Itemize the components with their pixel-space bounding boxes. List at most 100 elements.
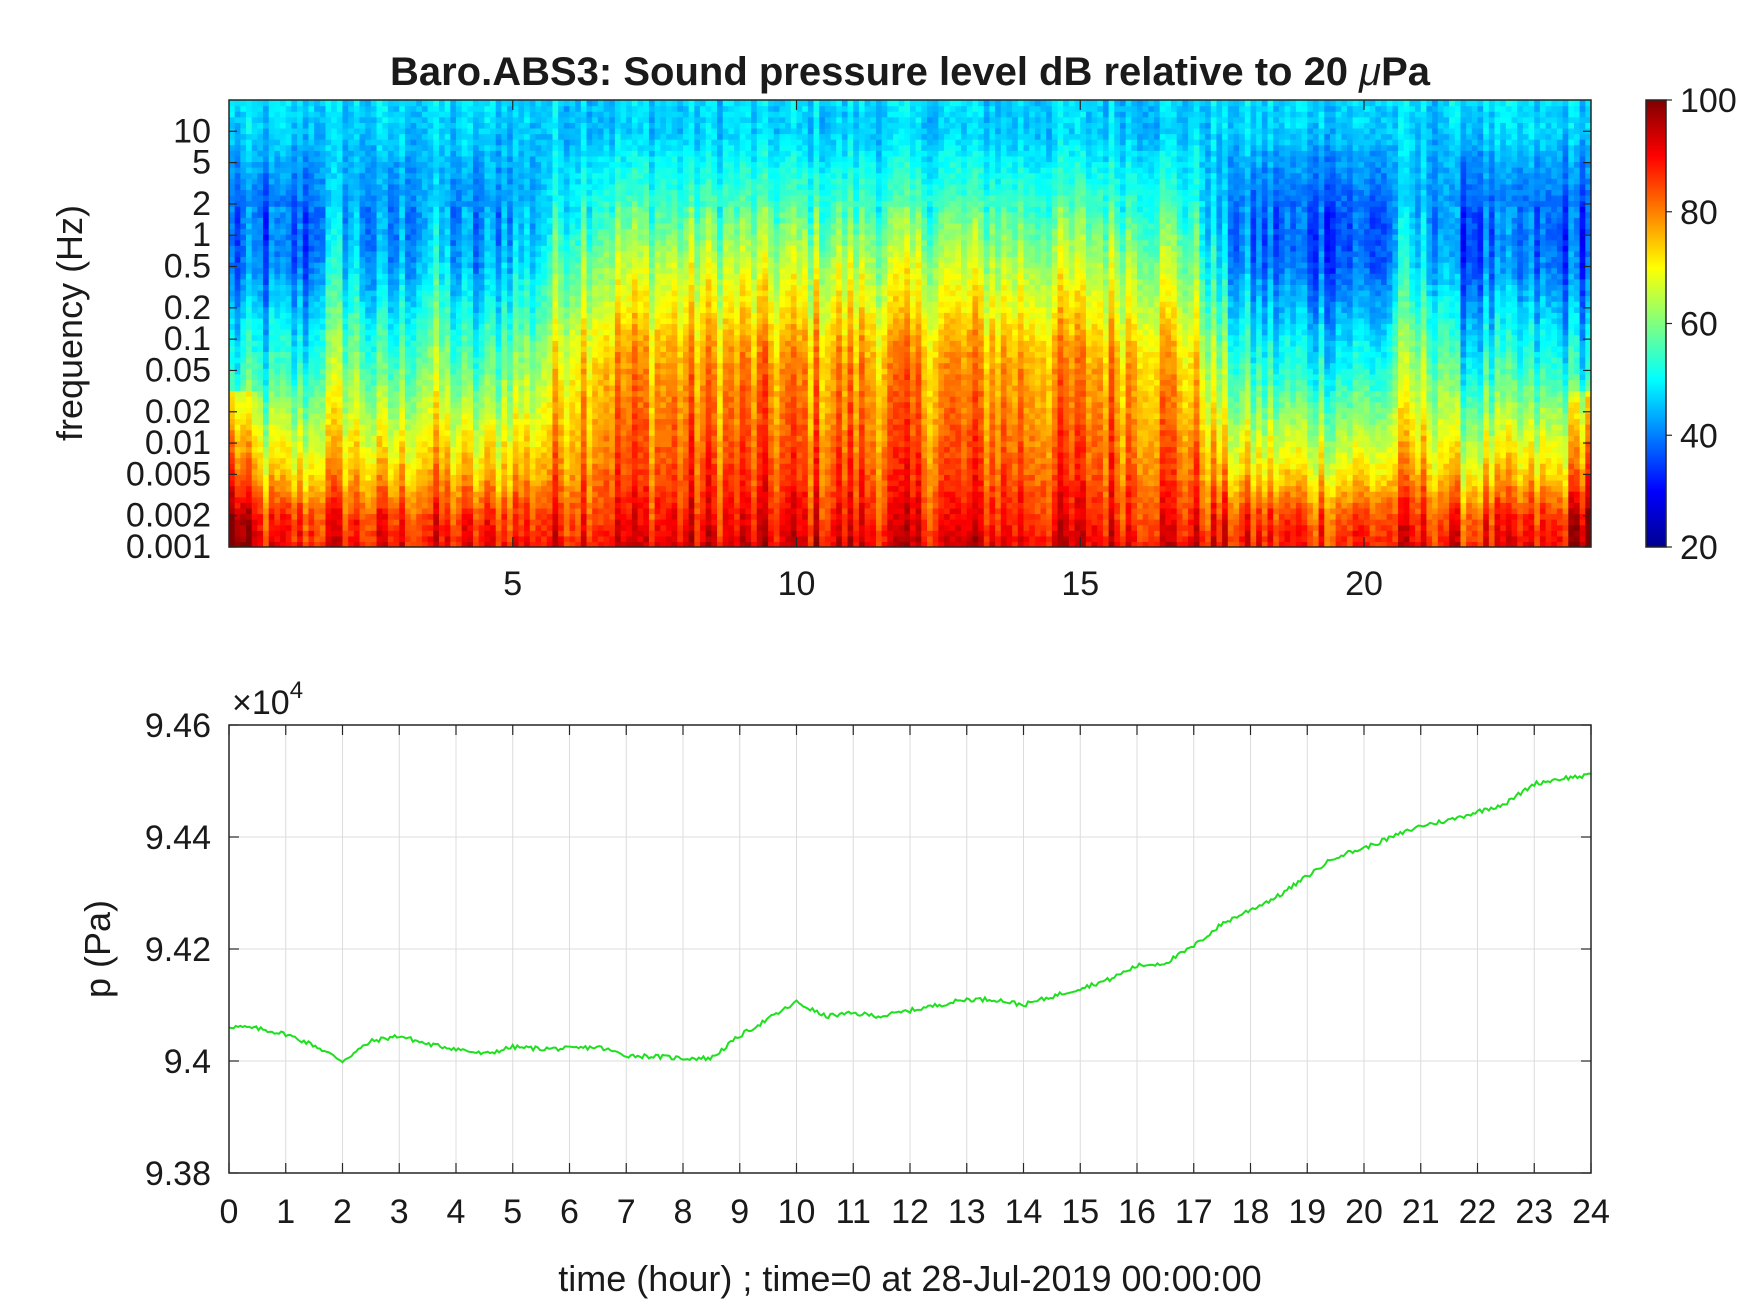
heatmap-cell: [421, 256, 429, 263]
heatmap-cell: [535, 418, 542, 425]
heatmap-cell: [478, 228, 485, 235]
heatmap-cell: [348, 357, 355, 364]
heatmap-cell: [274, 368, 281, 375]
heatmap-cell: [444, 301, 451, 308]
heatmap-cell: [336, 541, 344, 547]
heatmap-cell: [541, 429, 548, 436]
heatmap-cell: [433, 530, 440, 537]
heatmap-cell: [348, 267, 355, 274]
heatmap-cell: [229, 329, 236, 336]
heatmap-cell: [484, 222, 491, 230]
heatmap-cell: [251, 457, 258, 464]
heatmap-cell: [325, 312, 332, 319]
heatmap-cell: [331, 144, 338, 151]
heatmap-cell: [251, 245, 258, 252]
heatmap-cell: [541, 362, 548, 369]
heatmap-cell: [319, 357, 327, 364]
heatmap-cell: [308, 524, 315, 531]
heatmap-cell: [552, 351, 559, 358]
heatmap-cell: [291, 340, 298, 347]
heatmap-cell: [427, 407, 434, 414]
heatmap-cell: [382, 401, 389, 408]
heatmap-cell: [421, 496, 429, 503]
heatmap-cell: [416, 424, 423, 431]
heatmap-cell: [370, 289, 378, 297]
heatmap-cell: [234, 524, 241, 531]
heatmap-cell: [575, 312, 582, 319]
heatmap-cell: [512, 334, 520, 341]
heatmap-cell: [529, 519, 537, 526]
heatmap-cell: [478, 317, 485, 325]
heatmap-cell: [297, 507, 304, 515]
heatmap-cell: [393, 189, 400, 196]
heatmap-cell: [518, 519, 525, 526]
heatmap-cell: [518, 127, 525, 135]
heatmap-cell: [348, 256, 355, 263]
heatmap-cell: [518, 267, 525, 274]
heatmap-cell: [569, 457, 576, 464]
heatmap-cell: [416, 262, 423, 269]
heatmap-cell: [467, 379, 474, 386]
heatmap-cell: [302, 424, 310, 431]
heatmap-cell: [353, 440, 361, 448]
heatmap-cell: [331, 122, 338, 129]
heatmap-cell: [365, 384, 372, 392]
heatmap-cell: [268, 351, 275, 358]
heatmap-cell: [404, 379, 412, 386]
heatmap-cell: [524, 334, 531, 341]
heatmap-cell: [456, 412, 463, 420]
heatmap-cell: [421, 111, 429, 118]
heatmap-cell: [297, 234, 304, 241]
heatmap-cell: [421, 524, 429, 531]
heatmap-cell: [473, 384, 480, 392]
heatmap-cell: [251, 122, 258, 129]
heatmap-cell: [410, 206, 417, 213]
heatmap-cell: [393, 351, 400, 358]
heatmap-cell: [404, 183, 412, 190]
heatmap-cell: [331, 351, 338, 358]
heatmap-cell: [404, 116, 412, 123]
heatmap-cell: [382, 139, 389, 146]
heatmap-cell: [257, 519, 264, 526]
heatmap-cell: [558, 161, 565, 168]
heatmap-cell: [444, 334, 451, 341]
heatmap-cell: [558, 446, 565, 453]
heatmap-cell: [359, 161, 366, 168]
heatmap-cell: [382, 306, 389, 313]
heatmap-cell: [546, 222, 554, 230]
heatmap-cell: [387, 513, 395, 520]
heatmap-cell: [291, 100, 298, 107]
heatmap-cell: [280, 301, 287, 308]
heatmap-cell: [319, 373, 327, 380]
heatmap-cell: [433, 167, 440, 174]
heatmap-cell: [450, 468, 457, 475]
heatmap-cell: [404, 284, 412, 291]
heatmap-cell: [575, 396, 582, 403]
heatmap-cell: [399, 524, 406, 531]
heatmap-cell: [484, 312, 491, 319]
heatmap-cell: [240, 161, 247, 168]
heatmap-cell: [563, 100, 571, 107]
heatmap-cell: [251, 474, 258, 481]
heatmap-cell: [229, 379, 236, 386]
heatmap-cell: [456, 418, 463, 425]
heatmap-cell: [263, 116, 270, 123]
heatmap-cell: [461, 345, 468, 353]
heatmap-cell: [410, 284, 417, 291]
heatmap-cell: [473, 228, 480, 235]
heatmap-cell: [268, 440, 275, 448]
heatmap-cell: [473, 139, 480, 146]
heatmap-cell: [490, 357, 497, 364]
heatmap-cell: [518, 289, 525, 297]
heatmap-cell: [580, 351, 588, 358]
heatmap-cell: [461, 206, 468, 213]
heatmap-cell: [444, 289, 451, 297]
heatmap-cell: [421, 278, 429, 285]
heatmap-cell: [382, 116, 389, 123]
heatmap-cell: [529, 245, 537, 252]
heatmap-cell: [450, 183, 457, 190]
heatmap-cell: [359, 312, 366, 319]
heatmap-cell: [325, 345, 332, 353]
heatmap-cell: [456, 334, 463, 341]
heatmap-cell: [473, 161, 480, 168]
